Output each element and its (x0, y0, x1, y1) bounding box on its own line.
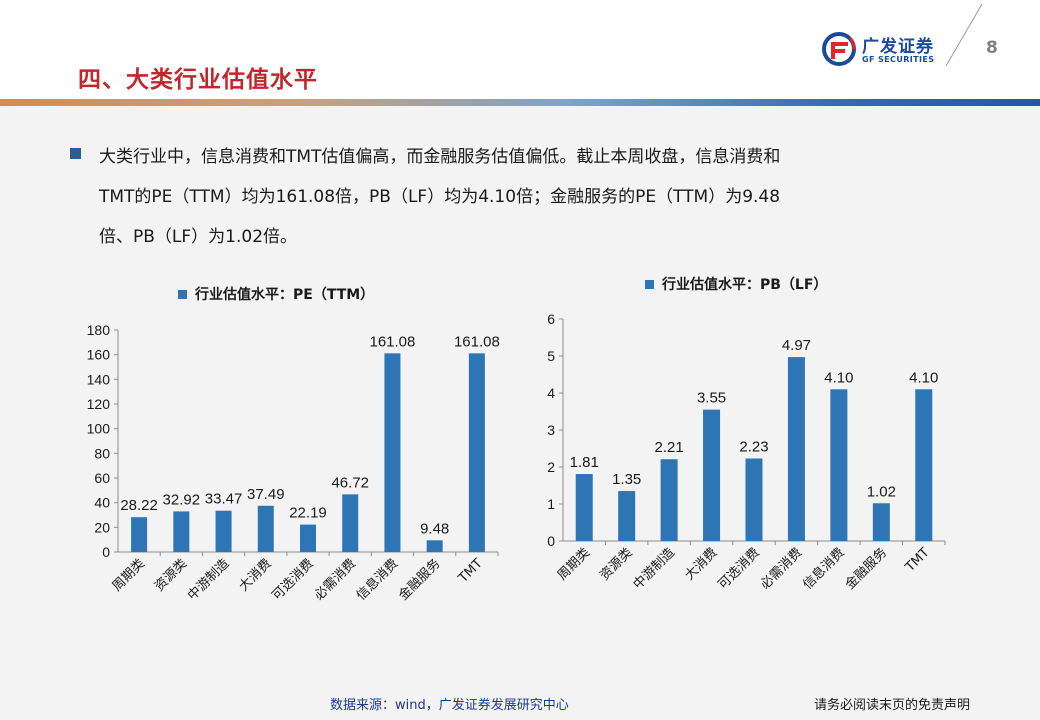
legend-label: 行业估值水平：PE（TTM） (194, 286, 374, 303)
x-category-label: 信息消费 (800, 545, 848, 593)
bar (342, 494, 359, 552)
summary-line: TMT的PE（TTM）均为161.08倍，PB（LF）均为4.10倍；金融服务的… (99, 187, 781, 207)
x-category-label: 中游制造 (185, 556, 232, 603)
x-category-label: 可选消费 (269, 556, 316, 603)
bar (660, 459, 678, 541)
y-tick-label: 6 (547, 311, 555, 327)
x-category-label: TMT (455, 556, 486, 587)
bar (703, 409, 721, 541)
bar (131, 517, 148, 552)
summary-text: 大类行业中，信息消费和TMT估值偏高，而金融服务估值偏低。截止本周收盘，信息消费… (99, 137, 979, 257)
bar (745, 458, 763, 541)
y-tick-label: 160 (87, 347, 111, 363)
bar (575, 474, 593, 541)
page-number: 8 (986, 38, 998, 58)
x-category-label: 资源类 (597, 545, 635, 583)
slide-title: 四、大类行业估值水平 (78, 67, 318, 93)
y-tick-label: 5 (547, 348, 555, 364)
data-label: 1.02 (867, 483, 896, 500)
x-category-label: 资源类 (152, 556, 190, 594)
x-category-label: 周期类 (555, 545, 593, 583)
pb-chart-canvas: 行业估值水平：PB（LF） 0 1 2 3 4 5 6 1.81 周期类 1.35 资源类 2.21 中游… (547, 276, 946, 593)
x-category-label: 必需消费 (312, 556, 359, 603)
x-category-label: 大消费 (236, 556, 274, 594)
data-label: 28.22 (120, 497, 158, 514)
gf-logo-icon (822, 32, 856, 66)
slide-header: 四、大类行业估值水平 广发证券 GF SECURITIES 8 (0, 0, 1040, 104)
y-tick-label: 0 (547, 533, 555, 549)
y-tick-label: 140 (87, 371, 111, 387)
data-label: 2.23 (739, 438, 768, 455)
data-label: 33.47 (205, 491, 243, 508)
square-bullet-icon (70, 148, 81, 159)
bar (872, 503, 890, 541)
x-category-label: 金融服务 (842, 545, 890, 593)
bar (915, 389, 933, 541)
disclaimer-link[interactable]: 请务必阅读末页的免责声明 (814, 698, 971, 713)
bar (830, 389, 848, 541)
bar (384, 353, 401, 552)
data-label: 4.10 (824, 369, 853, 386)
data-source-note: 数据来源：wind，广发证券发展研究中心 (330, 698, 569, 713)
legend-swatch (178, 290, 187, 299)
data-label: 2.21 (655, 439, 684, 456)
data-label: 1.35 (612, 471, 641, 488)
data-label: 4.10 (909, 369, 938, 386)
data-label: 3.55 (697, 390, 726, 407)
x-category-label: 可选消费 (715, 545, 762, 592)
data-label: 46.72 (331, 474, 369, 491)
bar (426, 540, 443, 552)
y-tick-label: 40 (94, 495, 110, 511)
decorative-slash (945, 4, 983, 67)
y-tick-label: 180 (87, 322, 111, 338)
slide-body-background (0, 106, 1040, 720)
brand-logo: 广发证券 GF SECURITIES (822, 30, 947, 70)
bar (787, 357, 805, 541)
data-label: 9.48 (420, 520, 449, 537)
y-tick-label: 3 (547, 422, 555, 438)
pe-ttm-bar-chart: 行业估值水平：PE（TTM） 0 20 40 60 80 100 120 140 160 180 28… (70, 275, 520, 670)
pe-chart-canvas: 行业估值水平：PE（TTM） 0 20 40 60 80 100 120 140 160 180 28… (87, 286, 500, 604)
legend-swatch (645, 280, 654, 289)
data-label: 161.08 (454, 333, 500, 350)
logo-chinese-name: 广发证券 (862, 37, 934, 57)
x-category-label: 金融服务 (395, 556, 443, 604)
y-tick-label: 80 (94, 445, 110, 461)
x-category-label: 大消费 (682, 545, 720, 583)
bar (257, 505, 274, 552)
y-tick-label: 1 (547, 496, 555, 512)
y-tick-label: 2 (547, 459, 555, 475)
data-label: 4.97 (782, 337, 811, 354)
x-category-label: 周期类 (110, 556, 148, 594)
header-gradient-stripe (0, 99, 1040, 106)
y-tick-label: 4 (547, 385, 555, 401)
x-category-label: 中游制造 (631, 545, 678, 592)
bar (300, 524, 316, 552)
summary-line: 大类行业中，信息消费和TMT估值偏高，而金融服务估值偏低。截止本周收盘，信息消费… (99, 147, 781, 167)
bar (618, 491, 636, 541)
data-label: 22.19 (289, 505, 327, 522)
bar (468, 353, 485, 552)
y-tick-label: 60 (94, 470, 110, 486)
y-tick-label: 20 (94, 519, 110, 535)
x-category-label: 信息消费 (353, 556, 401, 604)
y-tick-label: 0 (102, 544, 110, 560)
summary-line: 倍、PB（LF）为1.02倍。 (99, 227, 298, 247)
data-label: 161.08 (369, 333, 415, 350)
y-tick-label: 100 (87, 421, 111, 437)
data-label: 32.92 (163, 491, 201, 508)
bar (215, 510, 232, 552)
legend-label: 行业估值水平：PB（LF） (661, 276, 827, 293)
x-category-label: TMT (902, 545, 933, 576)
x-category-label: 必需消费 (758, 545, 805, 592)
logo-english-name: GF SECURITIES (862, 55, 935, 64)
data-label: 1.81 (570, 454, 599, 471)
y-tick-label: 120 (87, 396, 111, 412)
pb-lf-bar-chart: 行业估值水平：PB（LF） 0 1 2 3 4 5 6 1.81 周期类 1.35 资源类 2.21 中游… (525, 270, 965, 650)
bar (173, 511, 190, 552)
data-label: 37.49 (247, 486, 285, 503)
